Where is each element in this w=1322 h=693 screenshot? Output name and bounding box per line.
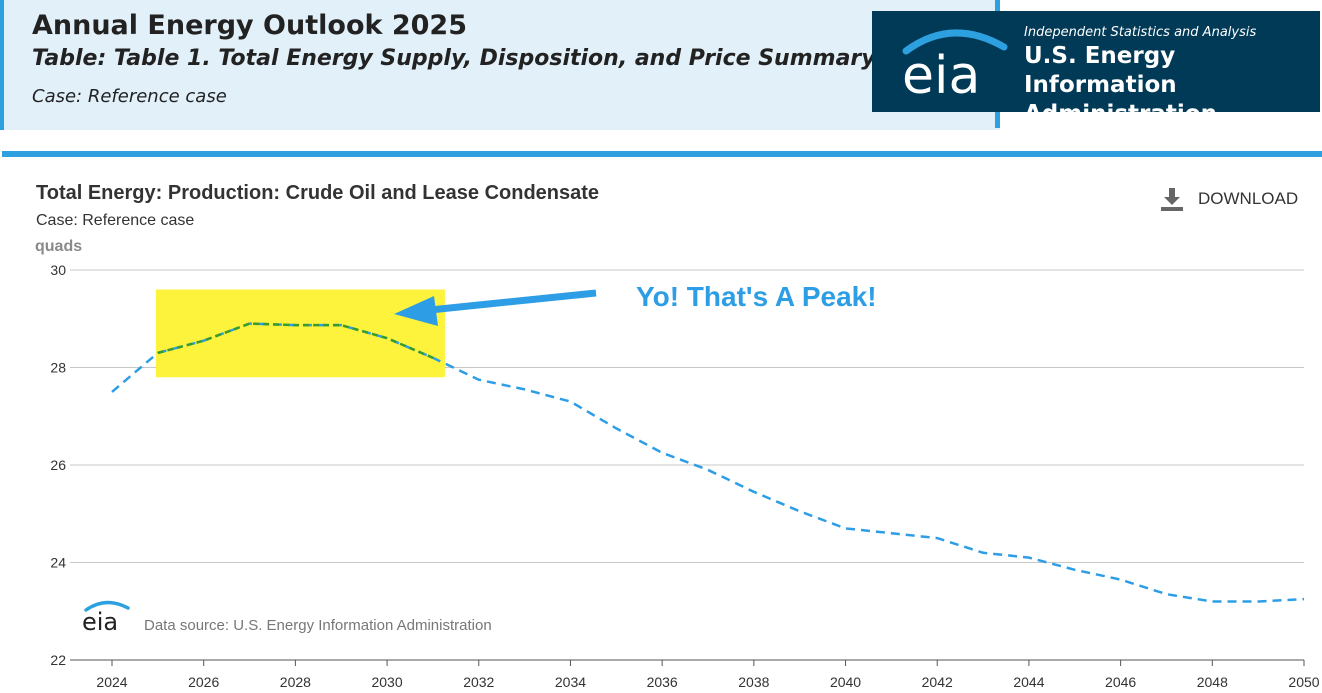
x-tick-label: 2030 [371, 674, 402, 690]
brand-name-line1: U.S. Energy Information [1024, 43, 1177, 98]
x-tick-label: 2040 [830, 674, 861, 690]
arrow-head [394, 296, 438, 326]
data-point [798, 510, 801, 513]
y-axis-unit: quads [35, 238, 83, 255]
header-panel: Annual Energy Outlook 2025 Table: Table … [0, 0, 1000, 130]
brand-name-line2: Administration [1024, 101, 1217, 127]
download-icon [1161, 188, 1183, 211]
x-tick-label: 2036 [647, 674, 678, 690]
case-label: Case: Reference case [32, 86, 227, 107]
series-line [111, 322, 1305, 603]
y-tick-label: 30 [50, 262, 66, 278]
x-tick-label: 2048 [1197, 674, 1228, 690]
x-tick-label: 2038 [738, 674, 769, 690]
download-button[interactable]: DOWNLOAD [1160, 186, 1298, 212]
data-source: Data source: U.S. Energy Information Adm… [144, 617, 492, 634]
brand-tagline: Independent Statistics and Analysis [1024, 25, 1257, 40]
y-tick-label: 26 [50, 457, 66, 473]
x-tick-label: 2042 [922, 674, 953, 690]
brand-name: U.S. Energy Information Administration [1024, 42, 1320, 129]
peak-callout-text: Yo! That's A Peak! [636, 281, 877, 312]
footer-eia-logo: eia [82, 600, 130, 634]
download-label: DOWNLOAD [1198, 189, 1299, 208]
data-point [569, 400, 572, 403]
eia-logo-icon: eia [902, 29, 1008, 103]
data-point [1165, 593, 1168, 596]
y-tick-label: 22 [50, 652, 66, 668]
x-tick-label: 2046 [1105, 674, 1136, 690]
eia-brand-logo[interactable]: eia Independent Statistics and Analysis … [872, 11, 1320, 127]
section-divider [2, 151, 1322, 157]
x-tick-label: 2044 [1013, 674, 1044, 690]
chart-subtitle: Case: Reference case [36, 212, 195, 229]
x-tick-label: 2034 [555, 674, 586, 690]
x-tick-label: 2050 [1288, 674, 1319, 690]
arrow-shaft [429, 289, 597, 314]
x-tick-label: 2028 [280, 674, 311, 690]
series-line-peak [157, 322, 434, 359]
peak-highlight-box [155, 289, 445, 378]
y-tick-label: 28 [50, 360, 66, 376]
x-tick-label: 2032 [463, 674, 494, 690]
x-tick-label: 2024 [96, 674, 127, 690]
table-title: Table: Table 1. Total Energy Supply, Dis… [32, 46, 876, 71]
x-tick-label: 2026 [188, 674, 219, 690]
footer-logo-text: eia [82, 608, 118, 634]
callout-arrow [394, 289, 597, 326]
y-tick-label: 24 [50, 555, 66, 571]
chart-title: Total Energy: Production: Crude Oil and … [36, 182, 600, 204]
eia-logo-text: eia [902, 46, 980, 103]
data-point [661, 451, 664, 454]
report-title: Annual Energy Outlook 2025 [32, 10, 467, 41]
